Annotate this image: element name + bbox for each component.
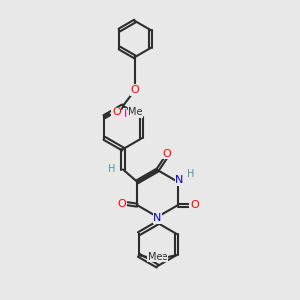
Text: I: I [124, 109, 127, 119]
Text: Me: Me [148, 252, 162, 262]
Text: H: H [187, 169, 194, 179]
Text: Me: Me [153, 252, 167, 262]
Text: Me: Me [128, 107, 143, 117]
Text: N: N [175, 175, 184, 185]
Text: O: O [162, 148, 171, 159]
Text: O: O [190, 200, 199, 210]
Text: O: O [112, 107, 121, 117]
Text: O: O [118, 199, 127, 209]
Text: N: N [153, 213, 162, 224]
Text: H: H [108, 164, 115, 175]
Text: O: O [130, 85, 140, 95]
